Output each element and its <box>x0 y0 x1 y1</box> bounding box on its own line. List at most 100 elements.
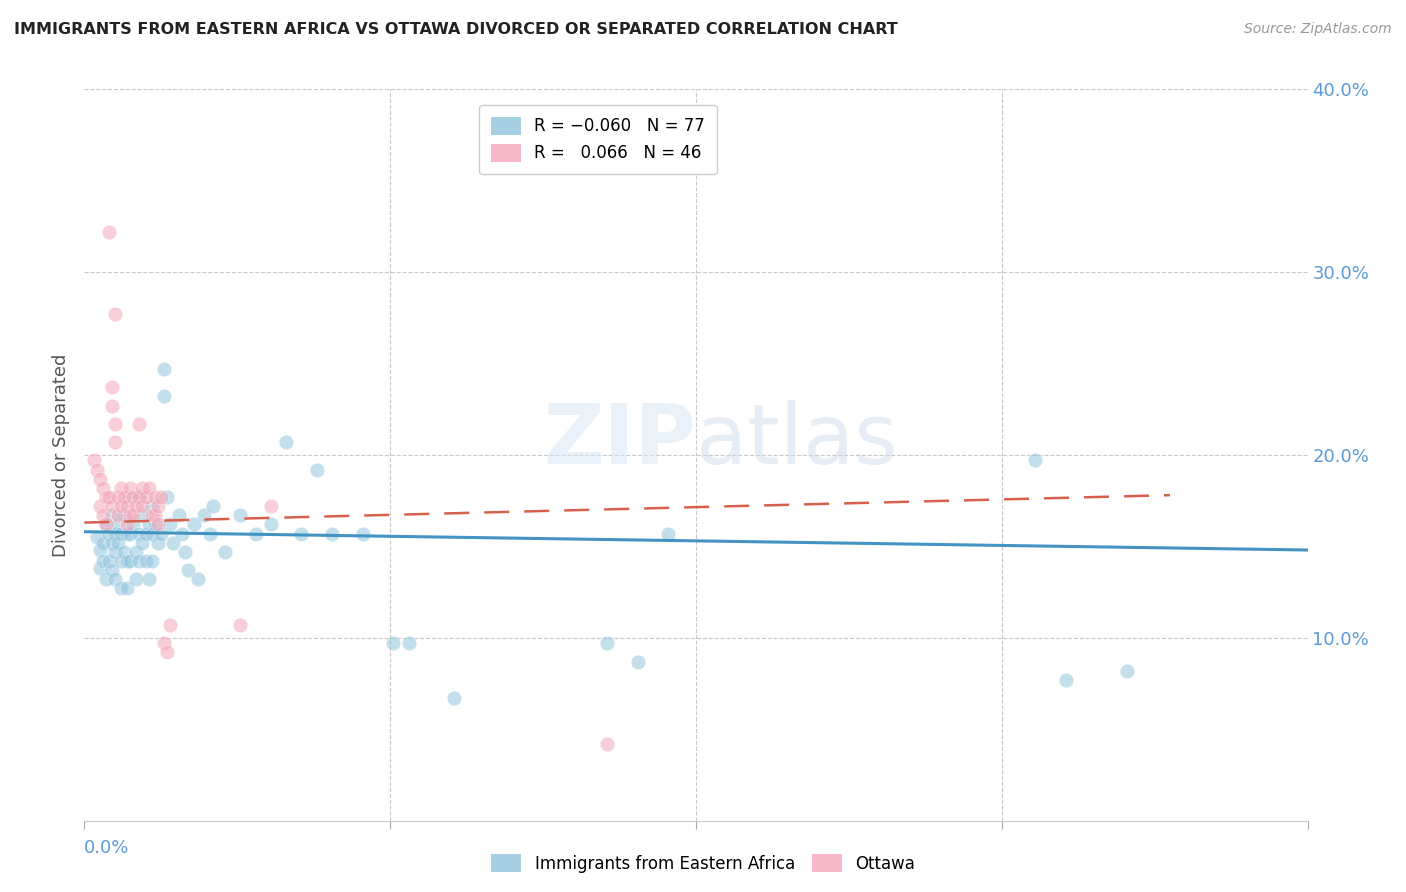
Point <box>110 554 132 568</box>
Point <box>120 526 142 541</box>
Point <box>89 472 111 486</box>
Point <box>149 526 172 541</box>
Point <box>91 481 114 495</box>
Point <box>214 545 236 559</box>
Legend: R = −0.060   N = 77, R =   0.066   N = 46: R = −0.060 N = 77, R = 0.066 N = 46 <box>479 105 717 174</box>
Point <box>398 636 420 650</box>
Point <box>91 554 114 568</box>
Point <box>153 636 176 650</box>
Point <box>83 453 105 467</box>
Point <box>101 499 124 513</box>
Point <box>143 517 166 532</box>
Point <box>107 508 129 523</box>
Point <box>104 545 127 559</box>
Point <box>101 508 124 523</box>
Point <box>94 517 117 532</box>
Point <box>128 526 150 541</box>
Point <box>183 517 205 532</box>
Point <box>141 508 163 523</box>
Point <box>128 417 150 431</box>
Point <box>122 517 145 532</box>
Point <box>97 490 120 504</box>
Point <box>122 508 145 523</box>
Point <box>104 307 127 321</box>
Point <box>276 435 298 450</box>
Point <box>131 535 153 549</box>
Point <box>141 526 163 541</box>
Point <box>198 526 221 541</box>
Legend: Immigrants from Eastern Africa, Ottawa: Immigrants from Eastern Africa, Ottawa <box>485 847 921 880</box>
Point <box>657 526 679 541</box>
Point <box>120 490 142 504</box>
Point <box>110 582 132 596</box>
Point <box>89 561 111 575</box>
Text: Source: ZipAtlas.com: Source: ZipAtlas.com <box>1244 22 1392 37</box>
Point <box>97 225 120 239</box>
Point <box>159 618 181 632</box>
Point <box>97 554 120 568</box>
Point <box>156 490 179 504</box>
Text: ZIP: ZIP <box>544 400 696 481</box>
Point <box>596 737 619 751</box>
Point <box>172 526 194 541</box>
Point <box>149 490 172 504</box>
Point <box>115 526 138 541</box>
Point <box>138 572 160 586</box>
Point <box>146 517 169 532</box>
Point <box>153 389 176 403</box>
Point <box>86 530 108 544</box>
Point <box>107 517 129 532</box>
Point <box>1024 453 1046 467</box>
Point <box>89 499 111 513</box>
Point <box>104 526 127 541</box>
Point <box>112 508 135 523</box>
Point <box>162 535 184 549</box>
Point <box>101 399 124 413</box>
Point <box>104 435 127 450</box>
Point <box>125 499 148 513</box>
Point <box>141 499 163 513</box>
Point <box>107 490 129 504</box>
Point <box>153 362 176 376</box>
Point <box>141 554 163 568</box>
Point <box>104 572 127 586</box>
Point <box>94 490 117 504</box>
Point <box>1116 664 1139 678</box>
Text: atlas: atlas <box>696 400 897 481</box>
Point <box>107 535 129 549</box>
Point <box>91 535 114 549</box>
Point <box>101 380 124 394</box>
Point <box>143 508 166 523</box>
Point <box>104 417 127 431</box>
Point <box>128 554 150 568</box>
Point <box>177 563 200 577</box>
Point <box>305 462 328 476</box>
Point <box>115 499 138 513</box>
Point <box>120 554 142 568</box>
Point <box>245 526 267 541</box>
Point <box>97 526 120 541</box>
Point <box>627 655 650 669</box>
Y-axis label: Divorced or Separated: Divorced or Separated <box>52 353 70 557</box>
Point <box>135 490 157 504</box>
Text: 0.0%: 0.0% <box>84 838 129 857</box>
Point <box>260 517 283 532</box>
Point <box>125 545 148 559</box>
Point <box>146 499 169 513</box>
Point <box>101 563 124 577</box>
Point <box>382 636 405 650</box>
Point <box>321 526 343 541</box>
Point <box>443 691 465 706</box>
Point <box>260 499 283 513</box>
Point <box>229 618 252 632</box>
Point <box>201 499 224 513</box>
Point <box>138 517 160 532</box>
Point <box>120 508 142 523</box>
Point <box>352 526 374 541</box>
Point <box>174 545 197 559</box>
Point <box>229 508 252 523</box>
Point <box>135 554 157 568</box>
Point <box>110 526 132 541</box>
Point <box>131 481 153 495</box>
Point <box>91 508 114 523</box>
